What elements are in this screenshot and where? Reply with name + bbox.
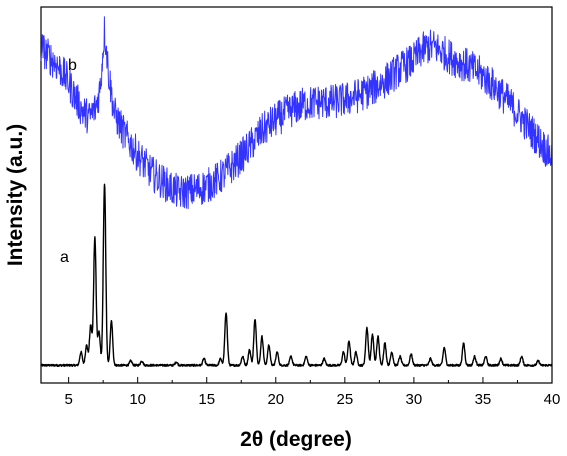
x-tick-label-30: 30 [406, 391, 423, 408]
x-tick-label-5: 5 [64, 391, 72, 408]
x-tick-label-10: 10 [129, 391, 146, 408]
x-axis-title: 2θ (degree) [240, 428, 352, 451]
series-b-label: b [68, 57, 77, 74]
x-tick-label-40: 40 [544, 391, 561, 408]
series-b-line [40, 16, 553, 209]
x-axis-tick-labels: 5 10 15 20 25 30 35 40 [64, 391, 560, 408]
x-tick-label-35: 35 [475, 391, 492, 408]
x-axis-ticks [68, 377, 553, 383]
y-axis-title: Intensity (a.u.) [4, 124, 27, 266]
series-labels: ab [60, 57, 77, 266]
x-tick-label-20: 20 [267, 391, 284, 408]
series-layer [40, 16, 553, 367]
series-a-line [40, 183, 553, 367]
x-tick-label-25: 25 [336, 391, 353, 408]
x-tick-label-15: 15 [198, 391, 215, 408]
series-a-label: a [60, 249, 69, 266]
